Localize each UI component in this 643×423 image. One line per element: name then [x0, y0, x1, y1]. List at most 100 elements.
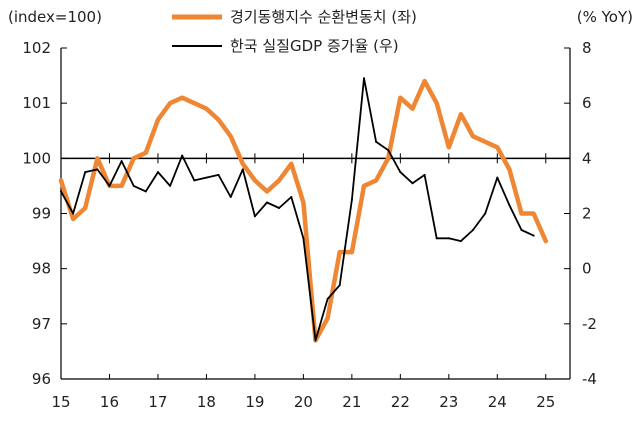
- right-tick-label: -4: [582, 370, 597, 388]
- right-tick-label: 2: [582, 205, 592, 223]
- data-point-real-gdp: [157, 171, 159, 174]
- data-point-coincident-index: [156, 118, 160, 122]
- data-point-coincident-index: [544, 239, 548, 243]
- data-point-real-gdp: [508, 204, 511, 207]
- data-point-coincident-index: [459, 112, 463, 116]
- left-tick-label: 102: [22, 39, 51, 57]
- data-point-coincident-index: [168, 101, 172, 105]
- data-point-real-gdp: [302, 237, 305, 240]
- left-tick-label: 101: [22, 94, 51, 112]
- data-point-coincident-index: [265, 189, 269, 193]
- data-point-coincident-index: [289, 162, 293, 166]
- x-tick-label: 22: [391, 393, 410, 411]
- data-point-real-gdp: [217, 173, 220, 176]
- data-point-coincident-index: [144, 151, 148, 155]
- series-line-coincident-index: [58, 78, 549, 343]
- data-point-real-gdp: [193, 179, 196, 182]
- data-point-coincident-index: [398, 96, 402, 100]
- x-tick-label: 16: [100, 393, 119, 411]
- data-point-coincident-index: [120, 184, 124, 188]
- data-point-coincident-index: [277, 178, 281, 182]
- data-point-coincident-index: [374, 178, 378, 182]
- data-point-coincident-index: [59, 178, 63, 182]
- data-point-real-gdp: [84, 171, 87, 174]
- data-point-real-gdp: [423, 173, 426, 176]
- right-tick-label: -2: [582, 315, 597, 333]
- data-point-coincident-index: [204, 107, 208, 111]
- data-point-real-gdp: [363, 77, 365, 80]
- data-point-real-gdp: [375, 140, 378, 143]
- data-point-coincident-index: [253, 178, 257, 182]
- legend: 경기동행지수 순환변동치 (좌) 한국 실질GDP 증가율 (우): [172, 8, 417, 55]
- x-tick-label: 20: [294, 393, 313, 411]
- data-point-coincident-index: [471, 134, 475, 138]
- left-tick-label: 100: [22, 149, 51, 167]
- data-point-real-gdp: [496, 176, 499, 179]
- left-tick-label: 97: [32, 315, 51, 333]
- data-point-coincident-index: [495, 145, 499, 149]
- data-point-real-gdp: [411, 182, 414, 185]
- data-point-real-gdp: [144, 190, 147, 193]
- data-point-coincident-index: [435, 101, 439, 105]
- data-point-real-gdp: [387, 149, 390, 152]
- data-point-real-gdp: [266, 201, 268, 204]
- data-point-coincident-index: [132, 156, 136, 160]
- data-point-real-gdp: [314, 339, 317, 342]
- data-point-real-gdp: [520, 229, 523, 231]
- data-point-real-gdp: [326, 298, 329, 300]
- x-tick-label: 21: [342, 393, 361, 411]
- data-point-coincident-index: [180, 96, 184, 100]
- data-point-coincident-index: [483, 140, 487, 144]
- x-tick-label: 24: [488, 393, 507, 411]
- data-point-real-gdp: [532, 234, 535, 237]
- data-point-coincident-index: [362, 184, 366, 188]
- data-point-coincident-index: [229, 134, 233, 138]
- data-point-coincident-index: [192, 101, 196, 105]
- data-point-coincident-index: [532, 212, 536, 215]
- data-point-real-gdp: [108, 184, 111, 187]
- data-point-real-gdp: [278, 207, 281, 209]
- data-point-real-gdp: [350, 198, 353, 201]
- data-point-real-gdp: [484, 212, 487, 215]
- series-line-real-gdp: [60, 77, 535, 342]
- x-tick-label: 18: [197, 393, 216, 411]
- data-point-real-gdp: [472, 229, 474, 231]
- right-tick-label: 6: [582, 94, 592, 112]
- data-point-real-gdp: [290, 196, 293, 198]
- data-point-coincident-index: [338, 250, 342, 254]
- right-tick-label: 8: [582, 39, 592, 57]
- data-point-real-gdp: [338, 284, 341, 287]
- data-point-coincident-index: [71, 217, 75, 221]
- data-point-real-gdp: [205, 176, 208, 179]
- data-point-coincident-index: [507, 167, 511, 171]
- data-point-coincident-index: [386, 156, 390, 160]
- data-point-coincident-index: [83, 206, 87, 210]
- data-point-coincident-index: [95, 156, 99, 160]
- data-point-real-gdp: [132, 184, 135, 187]
- data-point-real-gdp: [169, 184, 172, 187]
- x-tick-label: 25: [536, 393, 555, 411]
- data-point-coincident-index: [411, 107, 414, 111]
- legend-label-real-gdp: 한국 실질GDP 증가율 (우): [230, 37, 399, 55]
- data-point-coincident-index: [301, 201, 305, 204]
- data-point-coincident-index: [447, 145, 451, 149]
- legend-label-coincident-index: 경기동행지수 순환변동치 (좌): [230, 8, 417, 26]
- x-tick-label: 17: [148, 393, 167, 411]
- right-tick-label: 0: [582, 260, 592, 278]
- data-point-real-gdp: [253, 215, 256, 218]
- left-tick-label: 96: [32, 370, 51, 388]
- series-layer: [58, 77, 549, 343]
- data-point-coincident-index: [326, 316, 330, 320]
- left-tick-label: 99: [32, 205, 51, 223]
- data-point-real-gdp: [435, 237, 438, 240]
- data-point-real-gdp: [241, 168, 244, 171]
- data-point-coincident-index: [520, 212, 523, 215]
- left-tick-label: 98: [32, 260, 51, 278]
- data-point-real-gdp: [459, 240, 462, 243]
- data-point-real-gdp: [229, 196, 232, 198]
- data-point-real-gdp: [181, 154, 184, 157]
- data-point-real-gdp: [60, 190, 62, 193]
- left-axis-unit: (index=100): [8, 8, 102, 26]
